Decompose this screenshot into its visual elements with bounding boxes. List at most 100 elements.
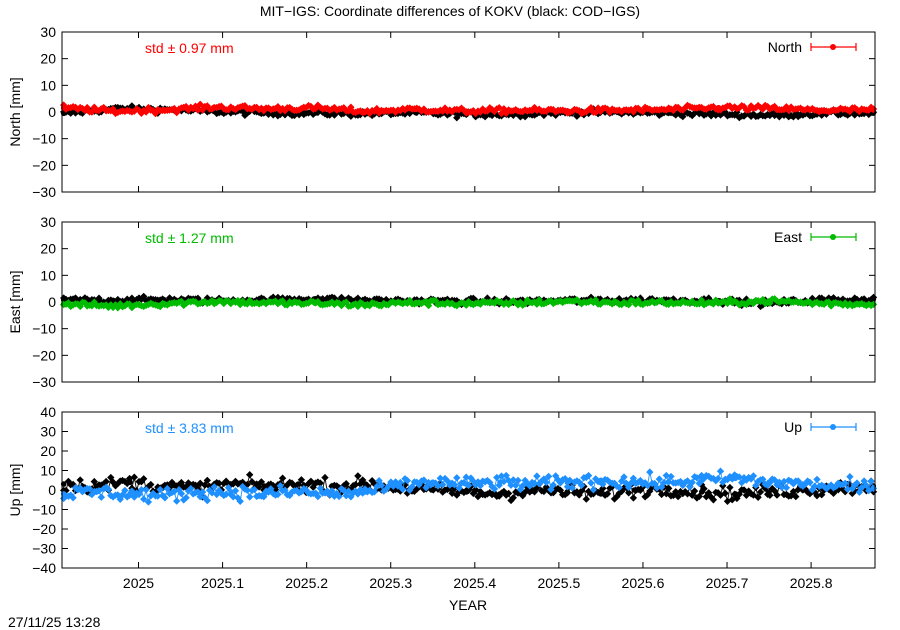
data-point <box>841 479 849 487</box>
data-point <box>749 472 758 480</box>
y-tick-label: 10 <box>40 463 56 479</box>
y-axis-label: North [mm] <box>7 77 23 146</box>
x-tick-label: 2025.8 <box>790 575 833 591</box>
y-tick-label: −20 <box>32 521 56 537</box>
legend-marker <box>810 423 857 431</box>
data-point <box>182 494 190 502</box>
figure-title: MIT−IGS: Coordinate differences of KOKV … <box>260 3 640 19</box>
data-point <box>211 104 217 110</box>
x-tick-label: 2025.6 <box>622 575 665 591</box>
data-point <box>732 475 739 482</box>
panel-east: 30 20 10 0 −10 −20 −30 East [mm] std ± 1.27 mm Ea… <box>7 214 878 390</box>
data-point <box>261 106 268 112</box>
y-tick-label: 0 <box>48 104 56 120</box>
y-tick-label: 30 <box>40 424 56 440</box>
data-point <box>674 492 682 501</box>
data-point <box>665 479 671 486</box>
data-point <box>816 107 823 114</box>
data-point <box>312 300 318 307</box>
data-point <box>246 471 254 479</box>
data-point <box>813 492 821 500</box>
panel-north: 30 20 10 0 −10 −20 −30 North [mm] std ± 0.97 mm N… <box>7 24 878 200</box>
data-point <box>716 467 725 475</box>
y-tick-label: −10 <box>32 502 56 518</box>
data-point <box>97 493 105 501</box>
data-point <box>766 105 772 112</box>
data-point <box>530 481 537 487</box>
data-point <box>316 479 324 487</box>
data-point <box>530 487 537 493</box>
data-point <box>688 478 696 487</box>
data-point <box>462 473 470 481</box>
data-point <box>463 300 470 307</box>
y-tick-label: 30 <box>40 214 56 230</box>
data-point <box>620 473 628 481</box>
data-point <box>665 299 671 306</box>
data-point <box>211 298 217 305</box>
legend-label: East <box>774 229 802 245</box>
data-point <box>187 484 195 493</box>
data-point <box>430 479 436 486</box>
data-point <box>147 480 155 489</box>
x-tick-label: 2025.7 <box>706 575 749 591</box>
data-point <box>297 476 306 484</box>
legend-label: North <box>768 39 802 55</box>
data-point <box>450 481 459 489</box>
data-point <box>833 483 840 489</box>
data-point <box>514 300 520 306</box>
data-point <box>509 476 517 484</box>
data-point <box>614 107 621 114</box>
y-tick-label: 20 <box>40 443 56 459</box>
panel-up: 40 30 20 10 0 −10 −20 −30 −40 2025 2025.1 2025.2 202… <box>7 404 878 591</box>
data-point <box>603 490 612 498</box>
data-point <box>261 300 268 306</box>
data-point <box>246 493 254 501</box>
data-point <box>726 483 734 492</box>
data-point <box>430 487 436 493</box>
y-tick-label: −30 <box>32 374 56 390</box>
data-point <box>715 104 722 111</box>
y-tick-label: −30 <box>32 184 56 200</box>
data-point <box>629 494 638 502</box>
data-point <box>799 481 806 487</box>
data-point <box>843 485 852 493</box>
timestamp: 27/11/25 13:28 <box>8 614 101 630</box>
data-point <box>93 483 100 489</box>
data-point <box>504 489 513 498</box>
data-point <box>463 489 470 495</box>
data-point <box>766 298 772 304</box>
y-tick-label: 30 <box>40 24 56 40</box>
data-point <box>544 472 553 481</box>
data-point <box>806 478 814 487</box>
data-point <box>295 481 302 487</box>
data-point <box>160 300 167 307</box>
data-point <box>533 472 541 480</box>
data-point <box>646 468 654 476</box>
data-point <box>631 487 638 493</box>
data-point <box>766 489 772 495</box>
data-point <box>173 497 181 505</box>
data-point <box>709 496 718 504</box>
x-tick-label: 2025.2 <box>285 575 328 591</box>
data-point <box>362 481 369 487</box>
legend-marker <box>810 43 857 51</box>
data-point <box>377 481 386 489</box>
data-point <box>321 473 329 482</box>
data-point <box>732 491 739 497</box>
data-point <box>514 107 520 114</box>
legend-label: Up <box>784 419 802 435</box>
data-point <box>564 479 571 486</box>
data-point <box>816 300 823 307</box>
y-tick-label: 20 <box>40 241 56 257</box>
plot-frame <box>61 31 876 193</box>
data-point <box>160 493 167 499</box>
data-point <box>121 486 129 495</box>
data-point <box>329 483 335 489</box>
data-point <box>203 476 211 485</box>
data-point <box>210 483 218 491</box>
y-tick-label: 0 <box>48 294 56 310</box>
data-point <box>657 490 666 499</box>
y-axis-label: Up [mm] <box>7 464 23 517</box>
x-tick-label: 2025.4 <box>453 575 496 591</box>
